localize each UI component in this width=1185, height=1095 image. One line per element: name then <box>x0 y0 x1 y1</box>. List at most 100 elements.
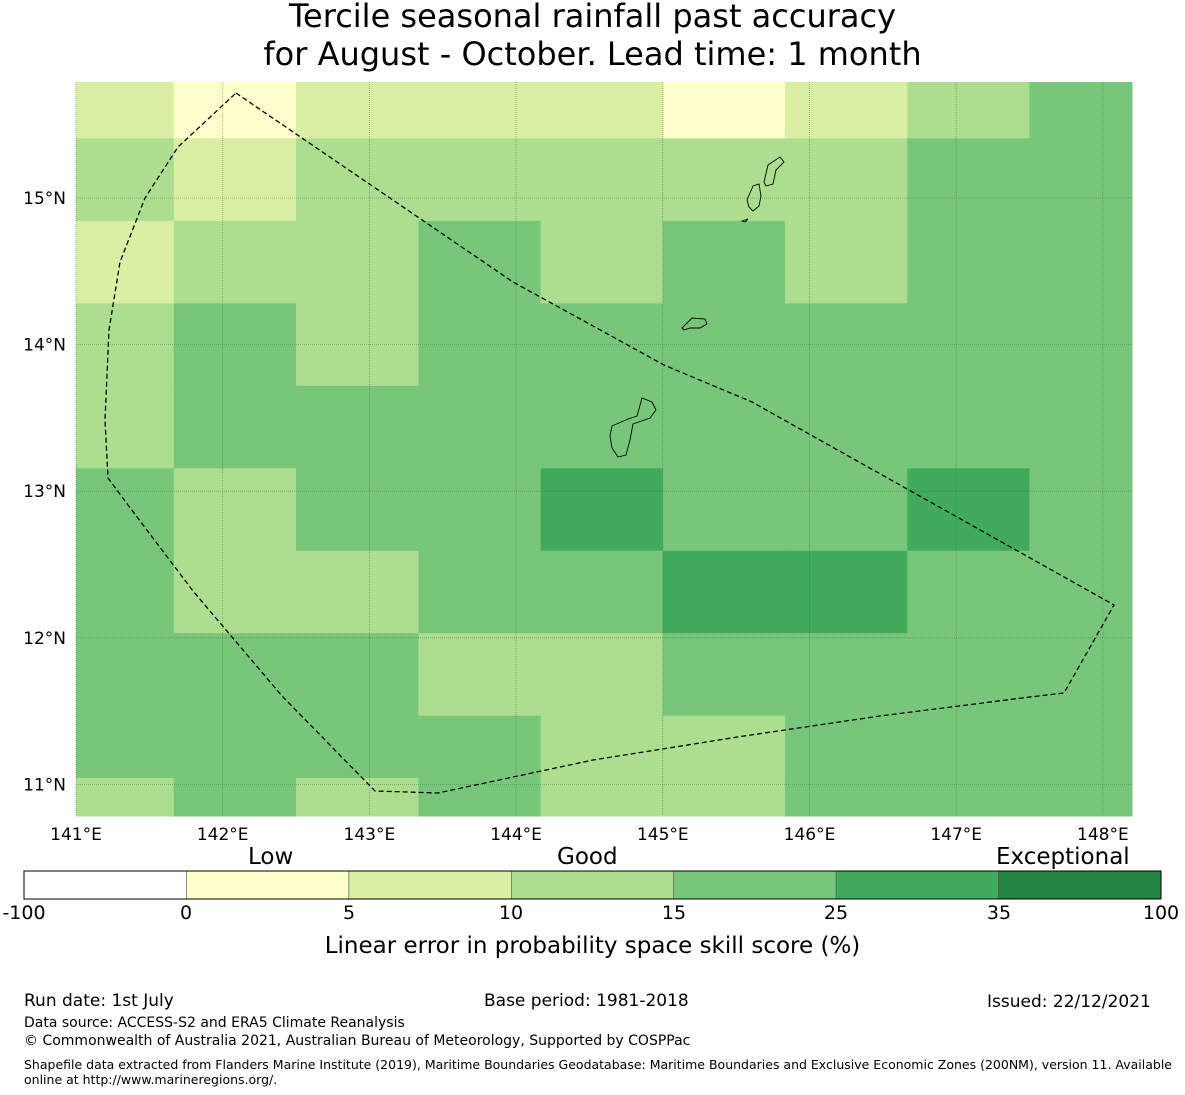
heatmap-cell <box>785 633 908 717</box>
heatmap-cell <box>1029 633 1133 717</box>
run-date: Run date: 1st July <box>24 991 174 1011</box>
island-outline <box>609 397 657 458</box>
heatmap-cell <box>662 633 786 717</box>
heatmap-cell <box>76 550 175 634</box>
heatmap-cell <box>1029 550 1133 634</box>
longitude-tick-label: 146°E <box>784 825 836 845</box>
heatmap-cell <box>173 777 297 817</box>
heatmap-cell <box>296 468 419 552</box>
latitude-tick-labels: 15°N 14°N 13°N 12°N 11°N <box>23 189 66 795</box>
colorbar-segment <box>998 870 1162 900</box>
map-title-line-1: Tercile seasonal rainfall past accuracy <box>288 0 897 35</box>
heatmap-cell <box>540 385 664 469</box>
colorbar-tick: 25 <box>823 902 849 924</box>
longitude-tick-label: 144°E <box>490 825 542 845</box>
heatmap-cell <box>418 220 542 304</box>
heatmap-cell <box>1029 777 1133 817</box>
heatmap-cell <box>662 138 786 222</box>
heatmap-cell <box>76 777 175 817</box>
latitude-tick-label: 11°N <box>23 775 66 795</box>
heatmap-cell <box>296 220 419 304</box>
colorbar-segment <box>186 870 350 900</box>
heatmap-cell <box>662 468 786 552</box>
heatmap-cell <box>1029 468 1133 552</box>
heatmap-cell <box>662 777 786 817</box>
heatmap-cell <box>785 777 908 817</box>
colorbar-word-good: Good <box>557 844 618 870</box>
longitude-tick-label: 142°E <box>197 825 249 845</box>
heatmap-cell <box>296 715 419 779</box>
colorbar-label: Linear error in probability space skill … <box>324 933 861 959</box>
heatmap-cell <box>296 385 419 469</box>
island-outline <box>681 317 708 331</box>
heatmap-cell <box>76 138 175 222</box>
heatmap-cell <box>540 550 664 634</box>
island-outline <box>763 156 785 187</box>
eez-boundary-line <box>104 92 1115 794</box>
heatmap-cell <box>296 82 419 139</box>
heatmap-cell <box>540 468 664 552</box>
heatmap-cell <box>540 220 664 304</box>
colorbar-segment <box>673 870 837 900</box>
heatmap-cell <box>662 220 786 304</box>
heatmap-cell <box>1029 138 1133 222</box>
heatmap-cell <box>76 715 175 779</box>
heatmap-cell <box>76 468 175 552</box>
heatmap-cell <box>907 777 1031 817</box>
heatmap-cell <box>173 550 297 634</box>
latitude-tick-label: 15°N <box>23 189 66 209</box>
longitude-tick-label: 147°E <box>930 825 982 845</box>
heatmap-cell <box>540 138 664 222</box>
heatmap-cell <box>662 385 786 469</box>
heatmap-cell <box>907 220 1031 304</box>
heatmap-cell <box>76 220 175 304</box>
heatmap-cell <box>1029 82 1133 139</box>
heatmap-cell <box>296 550 419 634</box>
copyright-notice: © Commonwealth of Australia 2021, Austra… <box>24 1033 691 1049</box>
colorbar-tick: 10 <box>498 902 524 924</box>
heatmap-cell <box>907 385 1031 469</box>
heatmap-cells <box>76 82 1133 817</box>
colorbar-tick: 5 <box>342 902 356 924</box>
heatmap-cell <box>418 777 542 817</box>
heatmap-cell <box>173 138 297 222</box>
map-title-line-2: for August - October. Lead time: 1 month <box>263 35 922 73</box>
longitude-tick-labels: 141°E 142°E 143°E 144°E 145°E 146°E 147°E 148°E <box>50 825 1129 845</box>
heatmap-cell <box>785 550 908 634</box>
heatmap-cell <box>418 82 542 139</box>
latitude-tick-label: 14°N <box>23 336 66 356</box>
heatmap-cell <box>785 82 908 139</box>
heatmap-cell <box>173 715 297 779</box>
heatmap-cell <box>540 633 664 717</box>
colorbar <box>23 870 1162 900</box>
heatmap-cell <box>418 468 542 552</box>
heatmap-cell <box>907 633 1031 717</box>
longitude-tick-label: 143°E <box>344 825 396 845</box>
graticule <box>75 82 1132 816</box>
base-period: Base period: 1981-2018 <box>484 991 689 1011</box>
heatmap-cell <box>418 550 542 634</box>
colorbar-segment <box>510 870 675 900</box>
heatmap-cell <box>540 82 664 139</box>
heatmap-cell <box>418 138 542 222</box>
latitude-tick-label: 12°N <box>23 629 66 649</box>
heatmap-cell <box>76 633 175 717</box>
colorbar-frame <box>23 870 1162 900</box>
island-outline <box>740 218 749 223</box>
heatmap-cell <box>785 385 908 469</box>
heatmap-cell <box>173 633 297 717</box>
heatmap-cell <box>296 138 419 222</box>
colorbar-segment <box>835 870 999 900</box>
heatmap-cell <box>1029 715 1133 779</box>
colorbar-tick: 35 <box>986 902 1012 924</box>
island-outline <box>746 183 762 212</box>
colorbar-word-low: Low <box>248 844 294 870</box>
heatmap-cell <box>785 138 908 222</box>
colorbar-tick: 0 <box>179 902 193 924</box>
heatmap-cell <box>173 220 297 304</box>
issued-date: Issued: 22/12/2021 <box>987 992 1151 1012</box>
heatmap-cell <box>785 715 908 779</box>
heatmap-cell <box>662 715 786 779</box>
longitude-tick-label: 141°E <box>50 825 102 845</box>
heatmap-cell <box>76 385 175 469</box>
